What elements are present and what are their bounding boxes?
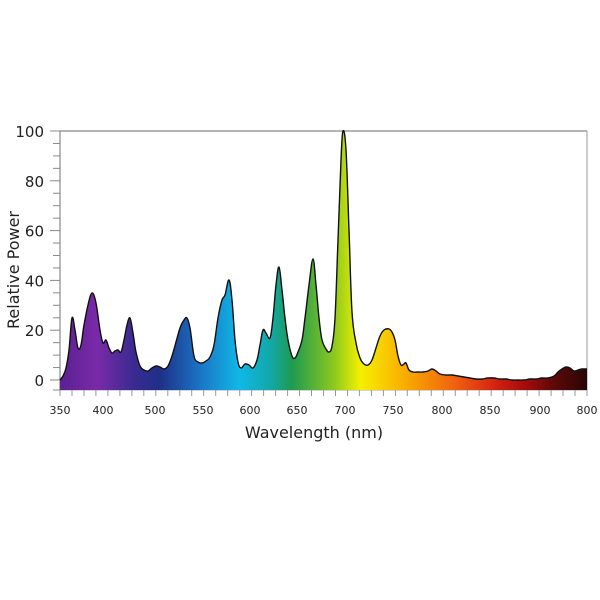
x-axis-ticks — [59, 390, 588, 396]
x-tick-label: 900 — [530, 404, 551, 417]
y-tick-label: 80 — [25, 173, 44, 191]
x-axis-tick-labels: 350 400 500 550 600 650 700 750 800 850 900 800 — [50, 404, 598, 417]
x-tick-label: 750 — [383, 404, 404, 417]
x-tick-label: 800 — [432, 404, 453, 417]
x-tick-label: 400 — [93, 404, 114, 417]
x-tick-label: 650 — [287, 404, 308, 417]
x-tick-label: 550 — [193, 404, 214, 417]
y-tick-label: 0 — [34, 372, 44, 390]
y-tick-label: 40 — [25, 272, 44, 290]
y-tick-label: 100 — [15, 123, 44, 141]
y-tick-label: 20 — [25, 322, 44, 340]
y-axis-ticks — [50, 130, 60, 391]
x-tick-label: 700 — [335, 404, 356, 417]
x-axis-title: Wavelength (nm) — [245, 423, 383, 442]
spectrum-outline — [59, 129, 588, 381]
x-tick-label: 350 — [50, 404, 71, 417]
y-axis-tick-labels: 0 20 40 60 80 100 — [15, 123, 44, 390]
y-tick-label: 60 — [25, 223, 44, 241]
spectrum-area-fill — [60, 130, 587, 390]
x-tick-label: 850 — [480, 404, 501, 417]
x-tick-label: 800 — [577, 404, 598, 417]
x-tick-label: 600 — [240, 404, 261, 417]
x-tick-label: 500 — [145, 404, 166, 417]
y-axis-title: Relative Power — [4, 211, 23, 329]
